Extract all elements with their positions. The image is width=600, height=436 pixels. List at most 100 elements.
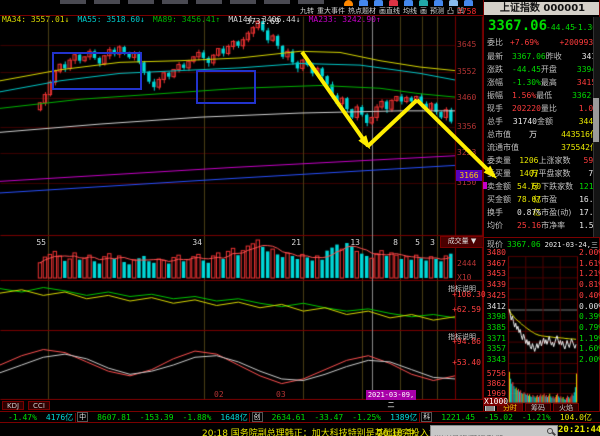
toolbar-icon[interactable] [344, 0, 353, 6]
price-change: -44.45 [546, 23, 575, 32]
toolbar-item[interactable]: 画直线 [379, 6, 400, 15]
quote-value: 0.87% [517, 208, 542, 217]
menu-item-sliver[interactable] [128, 0, 154, 4]
toolbar-icon[interactable] [419, 0, 428, 6]
status-group: 科 1221.45 -15.02 -1.21% 104.0亿 [421, 412, 592, 423]
quote-label: 流通市值 [487, 143, 519, 152]
menu-item-sliver[interactable] [230, 0, 256, 4]
toolbar-icon[interactable] [359, 0, 368, 6]
toolbar-item[interactable]: 重大事件 [317, 6, 345, 15]
status-value: -15.02 [484, 412, 513, 422]
quote-value: 3415.29 [576, 78, 600, 87]
quote-row: 涨幅 -1.30%最高 3415.29 [484, 76, 600, 89]
quote-label: 最低 [536, 91, 553, 100]
indicator-tab-kdj[interactable]: KDJ [2, 401, 25, 410]
menu-item-sliver[interactable] [162, 0, 188, 4]
toolbar-icon[interactable] [389, 0, 398, 6]
toolbar-icon[interactable] [404, 0, 413, 6]
quote-value: 202220 [512, 104, 541, 113]
quote-label: 最高 [540, 78, 557, 87]
volume-pane-title: 成交量 [447, 237, 469, 245]
menu-item-sliver[interactable] [196, 0, 222, 4]
toolbar-item[interactable]: 九转 [300, 6, 314, 15]
indicator-help-link-2[interactable]: 指标说明 [448, 333, 476, 341]
search-input[interactable] [431, 434, 545, 436]
quote-label: 量比 [540, 104, 557, 113]
divider [0, 15, 483, 16]
toolbar-icon[interactable] [449, 0, 458, 6]
index-badge[interactable]: 创 [251, 412, 263, 422]
indicator-help-link-1[interactable]: 指标说明 [448, 285, 476, 293]
quote-value: 443516亿 [561, 130, 598, 139]
toolbar-item[interactable]: 画 [420, 6, 427, 15]
quote-row: 均价 25.16 市净率 1.59 [484, 219, 600, 232]
indicator-tab-cci[interactable]: CCI [28, 401, 50, 410]
last-price: 3367.06 [488, 18, 548, 34]
quote-row: 换手 0.87%市盈(动) 17.19 [484, 206, 600, 219]
index-badge[interactable]: 科 [421, 412, 433, 422]
quote-value: 3394.13 [576, 65, 600, 74]
current-price-row: 现价 3367.06 2021-03-24,三 [487, 240, 598, 250]
quote-value: 1206万 [519, 156, 539, 178]
quote-value: 31740万 [512, 117, 537, 139]
toolbar-icon-row [344, 0, 484, 6]
quote-label: 平盘家数 [538, 169, 571, 178]
toolbar-item[interactable]: 凸 [447, 6, 454, 15]
status-group: -1.47% 4176亿 [8, 412, 73, 423]
toolbar-item[interactable]: 预测 [430, 6, 444, 15]
quote-label: 卖金额 [487, 182, 511, 191]
menu-item-sliver[interactable] [264, 0, 290, 4]
price-change-pct: -1.30% [573, 23, 600, 32]
crosshair-date-label: 2021-03-09,二 [366, 390, 416, 409]
menu-item-sliver[interactable] [94, 0, 120, 4]
quote-label: 金额 [537, 117, 553, 126]
toolbar-icon[interactable] [434, 0, 443, 6]
quote-value: 3362.18 [572, 91, 600, 100]
toolbar-item[interactable]: 均线 [403, 6, 417, 15]
axis-top-label: 3758 [457, 7, 477, 16]
toolbar-item[interactable]: 热点题材 [348, 6, 376, 15]
quote-label: 涨幅 [487, 78, 503, 87]
status-value: 1221.45 [441, 412, 476, 422]
volume-pane-selector[interactable]: 成交量 ▼ [440, 236, 484, 248]
menu-item-sliver[interactable] [60, 0, 86, 4]
news-ticker-bar: 20:18 国务院副总理韩正：加大科技特别是基础研究投入力度 20:18 中 2… [0, 422, 600, 436]
quote-label: 开盘 [540, 65, 557, 74]
intraday-chart[interactable] [484, 252, 600, 405]
quote-label: 换手 [487, 208, 503, 217]
clock: 20:21:44 [558, 425, 600, 435]
news-item[interactable]: 20:18 国务院副总理韩正：加大科技特别是基础研究投入力度 [202, 429, 447, 436]
toolbar-item[interactable]: 凹 [457, 6, 464, 15]
weibi-row: 委比 +7.69% +2009938 [487, 37, 598, 48]
news-item[interactable]: 20:18 中 [377, 429, 415, 436]
quote-label: 昨收 [545, 52, 562, 61]
quote-label: 涨跌 [487, 65, 503, 74]
menu-item-sliver[interactable] [298, 0, 324, 4]
quote-label: 下跌家数 [541, 182, 574, 191]
toolbar-icon[interactable] [464, 0, 473, 6]
quote-label: 委买量 [487, 169, 511, 178]
weibi-label: 委比 [487, 38, 503, 47]
quote-row-wide: 流通市值 375542亿 [484, 141, 600, 154]
crosshair-price-label: 3166 [456, 170, 482, 181]
quote-value: 17.19 [579, 208, 600, 217]
quote-row: 现手 202220 量比 1.05 [484, 102, 600, 115]
status-value: 8607.81 [97, 412, 131, 422]
search-box[interactable] [430, 425, 558, 436]
quote-value: -1.30% [512, 78, 541, 87]
index-badge[interactable]: 中 [77, 412, 89, 422]
panel-scrollbar-thumb[interactable] [593, 98, 599, 142]
quote-value: -44.45 [512, 65, 541, 74]
status-value: -1.88% [182, 412, 212, 422]
divider [418, 412, 420, 422]
status-value: -1.47% [8, 412, 37, 422]
indicator-tabs: KDJ CCI [2, 401, 50, 410]
kline-chart[interactable] [0, 16, 483, 400]
quote-label: 总市值 [487, 130, 511, 139]
toolbar-icon[interactable] [374, 0, 383, 6]
weicha-value: +2009938 [559, 38, 598, 47]
quote-value: 1.59 [579, 221, 599, 230]
